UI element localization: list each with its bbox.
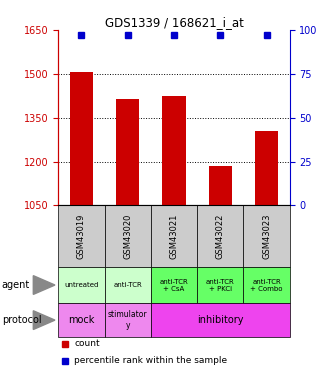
Text: agent: agent — [2, 280, 30, 290]
Bar — [58, 303, 105, 337]
Bar — [58, 206, 105, 267]
Title: GDS1339 / 168621_i_at: GDS1339 / 168621_i_at — [105, 16, 243, 29]
Bar — [151, 303, 290, 337]
Text: anti-TCR
+ CsA: anti-TCR + CsA — [160, 279, 188, 291]
Bar — [243, 267, 290, 303]
Bar — [151, 267, 197, 303]
Text: protocol: protocol — [2, 315, 41, 325]
Text: count: count — [75, 339, 100, 348]
Text: percentile rank within the sample: percentile rank within the sample — [75, 356, 227, 365]
Bar — [243, 206, 290, 267]
Bar — [197, 267, 243, 303]
Bar — [163, 96, 185, 206]
Text: GSM43021: GSM43021 — [169, 213, 178, 259]
Bar — [255, 131, 278, 206]
Bar — [70, 72, 93, 206]
Bar — [209, 166, 232, 206]
Text: GSM43019: GSM43019 — [77, 213, 86, 259]
Text: GSM43020: GSM43020 — [123, 213, 132, 259]
Polygon shape — [33, 276, 55, 294]
Bar — [105, 303, 151, 337]
Text: untreated: untreated — [64, 282, 99, 288]
Text: stimulator
y: stimulator y — [108, 310, 148, 330]
Polygon shape — [33, 311, 55, 330]
Text: anti-TCR
+ PKCi: anti-TCR + PKCi — [206, 279, 235, 291]
Text: GSM43023: GSM43023 — [262, 213, 271, 259]
Bar — [116, 99, 139, 206]
Bar — [151, 206, 197, 267]
Text: anti-TCR: anti-TCR — [113, 282, 142, 288]
Bar — [105, 267, 151, 303]
Text: mock: mock — [68, 315, 95, 325]
Bar — [197, 206, 243, 267]
Bar — [58, 267, 105, 303]
Bar — [105, 206, 151, 267]
Text: anti-TCR
+ Combo: anti-TCR + Combo — [250, 279, 283, 291]
Text: GSM43022: GSM43022 — [216, 213, 225, 259]
Text: inhibitory: inhibitory — [197, 315, 243, 325]
